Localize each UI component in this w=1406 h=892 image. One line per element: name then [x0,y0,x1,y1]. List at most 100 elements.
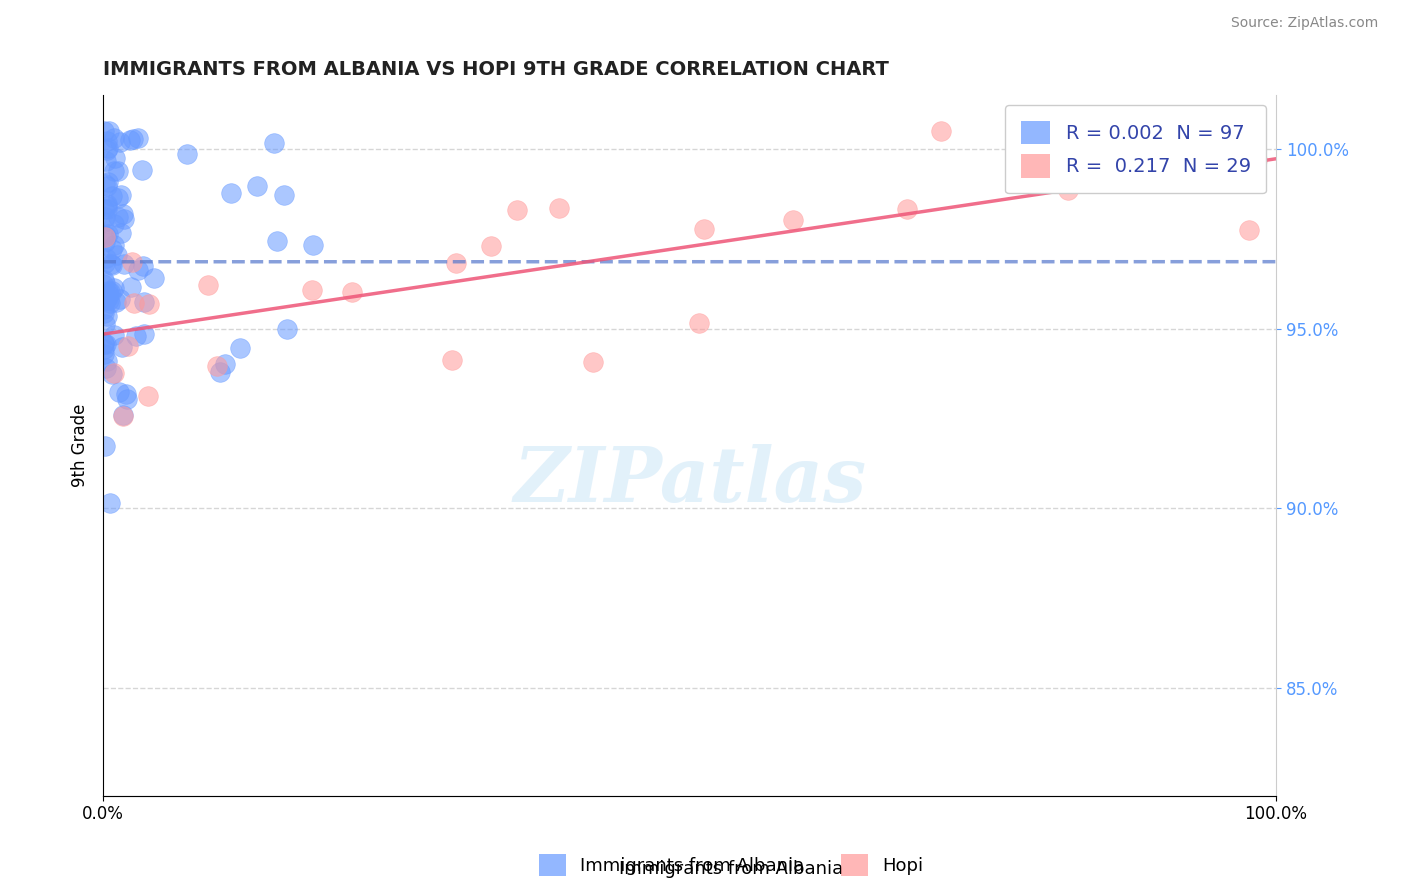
Point [93,272,115,286]
Point [273,188,295,202]
Point [97,141,120,155]
Point [301,238,323,252]
Point [94,210,117,224]
Point [112,256,135,270]
Point [340,285,363,299]
Point [93,124,115,138]
Point [207,359,229,373]
Point [97,286,120,301]
Point [94,360,117,375]
Point [100,257,122,271]
Point [1223,143,1246,157]
Point [93,301,115,316]
Point [115,392,138,406]
Point [98,496,121,510]
Point [93,215,115,229]
Point [107,191,129,205]
Point [94,235,117,249]
Point [111,207,134,221]
Point [110,227,132,241]
Text: Immigrants from Albania: Immigrants from Albania [619,860,844,878]
Point [134,295,156,310]
Point [94,251,117,265]
Point [1230,161,1253,176]
Point [96,354,118,368]
Point [582,355,605,369]
Point [101,242,124,256]
Point [548,201,571,215]
Point [96,310,118,324]
Point [103,367,125,381]
Point [479,239,502,253]
Point [103,328,125,343]
Point [93,343,115,357]
Point [209,365,232,379]
Point [197,277,219,292]
Point [896,202,918,217]
Point [246,178,269,193]
Point [103,151,125,165]
Point [115,386,138,401]
Point [110,293,132,307]
Point [107,210,129,224]
Point [221,186,243,201]
Point [125,329,148,343]
Point [693,222,716,236]
Point [97,124,120,138]
Point [121,254,143,268]
Point [112,212,135,227]
Point [96,135,118,149]
Point [93,336,115,351]
Point [96,199,118,213]
Point [94,337,117,351]
Legend: Immigrants from Albania, Hopi: Immigrants from Albania, Hopi [531,847,931,883]
Text: Source: ZipAtlas.com: Source: ZipAtlas.com [1230,16,1378,29]
Point [1215,131,1237,145]
Point [107,384,129,399]
Point [93,276,115,290]
Point [110,188,132,202]
Point [107,163,129,178]
Point [103,238,125,252]
Point [96,227,118,241]
Point [110,135,132,149]
Point [93,277,115,291]
Point [94,439,117,453]
Point [263,136,285,150]
Point [94,256,117,270]
Point [98,285,121,300]
Point [96,202,118,217]
Point [440,353,463,368]
Point [1246,153,1268,168]
Point [143,271,166,285]
Point [103,280,125,294]
Point [127,131,149,145]
Point [94,293,117,308]
Point [688,316,710,330]
Point [93,306,115,320]
Point [127,262,149,277]
Point [1237,223,1260,237]
Point [100,284,122,298]
Point [96,197,118,211]
Point [103,217,125,231]
Point [91,290,114,304]
Legend: R = 0.002  N = 97, R =  0.217  N = 29: R = 0.002 N = 97, R = 0.217 N = 29 [1005,105,1267,194]
Point [93,202,115,216]
Point [782,213,804,227]
Point [97,293,120,308]
Point [100,258,122,272]
Point [120,280,142,294]
Point [214,357,236,371]
Point [94,230,117,244]
Point [176,147,198,161]
Point [118,133,141,147]
Point [97,284,120,298]
Point [122,295,145,310]
Point [93,347,115,361]
Point [103,131,125,145]
Point [266,234,288,248]
Point [111,408,134,422]
Point [131,259,153,273]
Point [96,143,118,157]
